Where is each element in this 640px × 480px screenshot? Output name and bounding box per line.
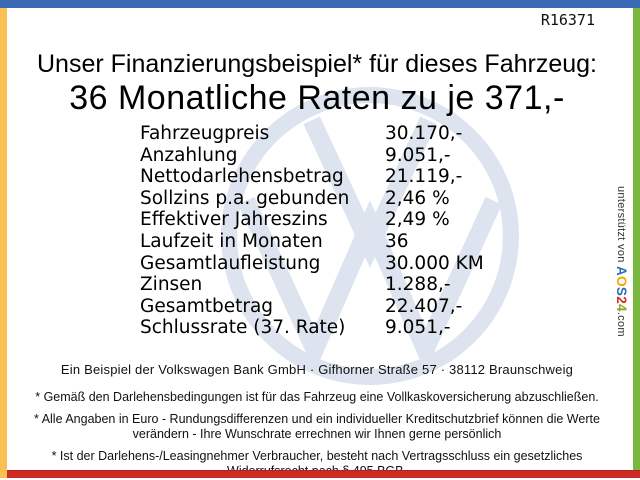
finance-row-value: 21.119,- bbox=[385, 166, 463, 188]
finance-row-value: 22.407,- bbox=[385, 295, 463, 317]
finance-row-label: Fahrzeugpreis bbox=[140, 123, 270, 144]
footnotes-block: * Gemäß den Darlehensbedingungen ist für… bbox=[18, 390, 616, 480]
footnote-insurance: * Gemäß den Darlehensbedingungen ist für… bbox=[35, 390, 599, 404]
finance-row-label: Nettodarlehensbetrag bbox=[140, 166, 344, 188]
aos24-letter-4: 4 bbox=[614, 304, 629, 312]
top-border-bar bbox=[0, 0, 640, 8]
aos24-logo: AOS24 bbox=[614, 266, 629, 312]
bottom-border-bar bbox=[7, 470, 640, 478]
page-subtitle-rate: 36 Monatliche Raten zu je 371,- bbox=[69, 79, 565, 117]
aos24-letter-a: A bbox=[614, 266, 629, 277]
aos24-letter-s: S bbox=[614, 286, 629, 297]
finance-row-value: 2,46 % bbox=[385, 187, 450, 209]
support-credit-vertical: unterstützt von AOS24.com bbox=[614, 186, 629, 337]
vw-logo-icon bbox=[214, 80, 526, 392]
support-credit-prefix: unterstützt von bbox=[615, 186, 627, 267]
finance-row-label: Schlussrate (37. Rate) bbox=[140, 317, 346, 339]
finance-table: Fahrzeugpreis 30.170,- Anzahlung 9.051,- Net… bbox=[140, 123, 484, 339]
finance-row-value: 9.051,- bbox=[385, 317, 451, 339]
bank-address-line: Ein Beispiel der Volkswagen Bank GmbH · … bbox=[60, 362, 574, 377]
finance-row-value: 36 bbox=[385, 230, 409, 252]
finance-row-label: Effektiver Jahreszins bbox=[140, 209, 328, 231]
finance-row-value: 30.000 KM bbox=[385, 252, 484, 274]
finance-row-label: Anzahlung bbox=[140, 144, 238, 166]
aos24-letter-2: 2 bbox=[614, 296, 629, 305]
finance-row-label: Sollzins p.a. gebunden bbox=[140, 187, 350, 209]
left-border-bar bbox=[0, 8, 7, 478]
page-title: Unser Finanzierungsbeispiel* für dieses … bbox=[36, 50, 597, 78]
finance-row-value: 1.288,- bbox=[385, 274, 451, 296]
finance-row-label: Zinsen bbox=[140, 274, 203, 296]
support-credit-suffix: .com bbox=[615, 311, 627, 337]
finance-row-label: Gesamtbetrag bbox=[140, 295, 274, 317]
finance-row-value: 9.051,- bbox=[385, 144, 451, 166]
finance-row-label: Gesamtlaufleistung bbox=[140, 252, 321, 274]
aos24-letter-o: O bbox=[614, 276, 629, 287]
right-border-bar bbox=[633, 8, 640, 470]
finance-row-value: 2,49 % bbox=[385, 209, 450, 231]
footnote-euro: * Alle Angaben in Euro - Rundungsdiffere… bbox=[34, 411, 600, 442]
finance-row-value: 30.170,- bbox=[385, 123, 463, 144]
finance-row-label: Laufzeit in Monaten bbox=[140, 230, 323, 252]
reference-number: R16371 bbox=[540, 11, 595, 29]
